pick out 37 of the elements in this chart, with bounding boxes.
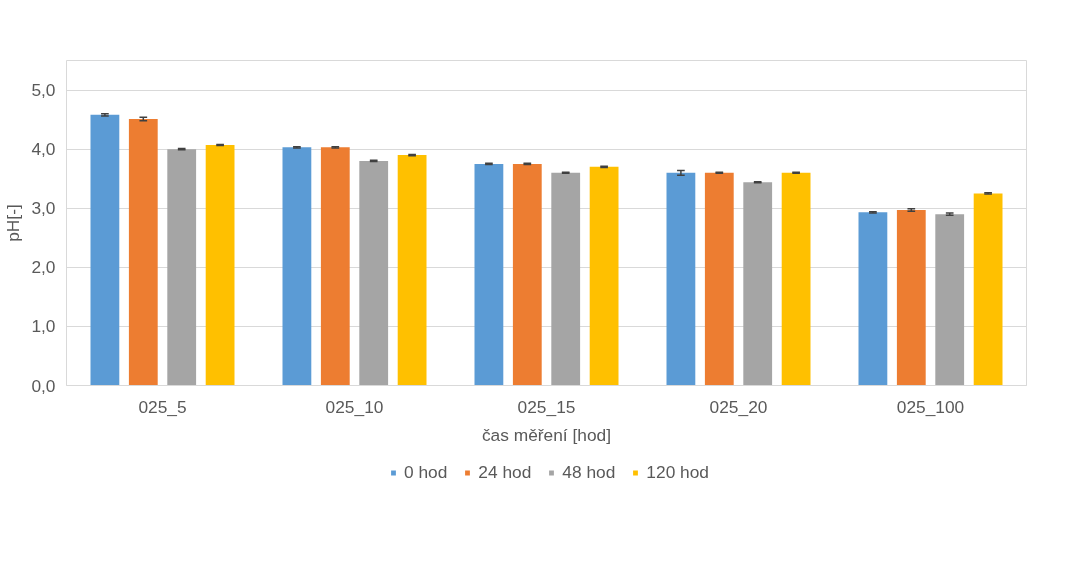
y-tick-label: 2,0 xyxy=(31,257,56,278)
x-tick-label: 025_20 xyxy=(709,396,768,417)
bar xyxy=(282,147,312,386)
bar xyxy=(397,155,427,386)
y-tick-label: 3,0 xyxy=(31,198,56,219)
legend-label: 120 hod xyxy=(646,461,710,483)
bar xyxy=(474,163,504,386)
x-tick-label: 025_10 xyxy=(325,396,384,417)
legend-label: 48 hod xyxy=(562,461,616,483)
bar xyxy=(858,212,888,386)
bar xyxy=(896,210,926,386)
bar xyxy=(512,163,542,386)
bar xyxy=(359,160,389,386)
bar xyxy=(128,119,158,386)
y-tick-label: 4,0 xyxy=(31,139,56,160)
bar xyxy=(167,149,197,386)
bar xyxy=(90,114,120,386)
bar xyxy=(781,172,811,386)
bar xyxy=(320,147,350,386)
bar xyxy=(743,182,773,386)
y-tick-label: 5,0 xyxy=(31,80,56,101)
legend-label: 0 hod xyxy=(403,461,448,483)
x-axis-title: čas měření [hod] xyxy=(481,424,612,445)
x-tick-label: 025_100 xyxy=(896,396,965,417)
y-tick-label: 0,0 xyxy=(31,375,56,396)
x-tick-label: 025_15 xyxy=(517,396,576,417)
bar xyxy=(666,172,696,386)
bar xyxy=(935,214,965,386)
bar xyxy=(704,172,734,386)
x-tick-label: 025_5 xyxy=(138,396,187,417)
y-tick-label: 1,0 xyxy=(31,316,56,337)
bar xyxy=(589,166,619,386)
bar xyxy=(551,172,581,386)
bar xyxy=(205,145,235,386)
bar xyxy=(973,193,1003,386)
y-axis-title: pH[-] xyxy=(3,204,24,242)
legend-label: 24 hod xyxy=(478,461,532,483)
